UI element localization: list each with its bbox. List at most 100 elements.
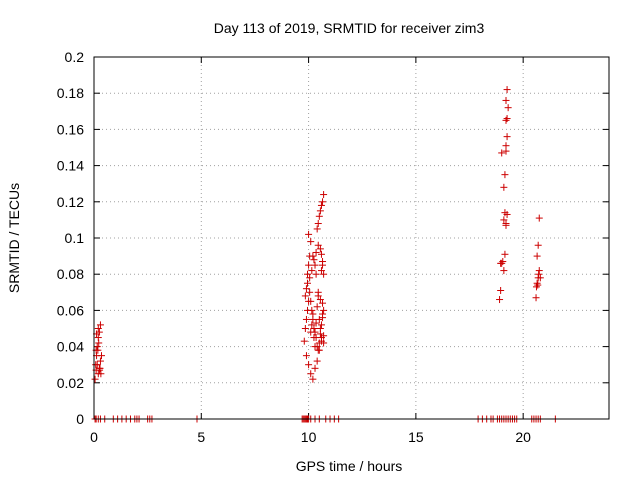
data-point-plus-marker	[316, 330, 324, 338]
data-point-plus-marker	[317, 250, 325, 258]
axis-ticks: 0 0.02 0.04 0.06 0.08 0.1 0.12 0.14 0.16 0.18 0.2 0…	[57, 49, 609, 445]
data-point-plus-marker	[315, 315, 323, 323]
data-point-plus-marker	[312, 248, 320, 256]
data-point-plus-marker	[313, 343, 321, 351]
data-point-plus-marker	[93, 343, 101, 351]
data-point-plus-marker	[534, 281, 542, 289]
data-point-plus-marker	[310, 256, 318, 264]
y-tick-label: 0.18	[57, 85, 84, 101]
data-point-plus-marker	[302, 352, 310, 360]
data-point-plus-marker	[305, 230, 313, 238]
data-point-plus-marker	[316, 245, 324, 253]
y-tick-label: 0.08	[57, 266, 84, 282]
data-point-plus-marker	[96, 366, 104, 374]
data-point-plus-marker	[309, 252, 317, 260]
data-point-plus-marker	[301, 325, 309, 332]
data-point-plus-marker	[497, 259, 505, 267]
x-tick-label: 10	[301, 429, 317, 445]
data-point-plus-marker	[319, 198, 327, 206]
data-point-plus-marker	[311, 261, 319, 269]
data-point-plus-marker	[316, 296, 324, 304]
data-point-plus-marker	[317, 201, 325, 209]
data-point-plus-marker	[504, 104, 512, 112]
data-point-plus-marker	[502, 220, 510, 228]
x-tick-label: 15	[408, 429, 424, 445]
data-point-plus-marker	[97, 370, 105, 378]
data-point-plus-marker	[304, 270, 312, 278]
data-point-plus-marker	[314, 288, 322, 296]
y-tick-label: 0.2	[65, 49, 85, 65]
data-point-plus-marker	[312, 319, 320, 327]
data-point-plus-marker	[304, 279, 312, 287]
data-point-plus-marker	[319, 299, 327, 307]
x-tick-label: 0	[90, 429, 98, 445]
y-tick-label: 0.14	[57, 158, 84, 174]
data-point-plus-marker	[312, 334, 320, 342]
data-point-plus-marker	[503, 133, 511, 141]
data-point-plus-marker	[315, 346, 323, 354]
data-point-plus-marker	[313, 357, 321, 365]
data-point-plus-marker	[312, 270, 320, 278]
data-points	[91, 86, 559, 423]
data-point-plus-marker	[94, 346, 102, 354]
data-point-plus-marker	[307, 297, 315, 305]
data-point-plus-marker	[314, 220, 322, 228]
data-point-plus-marker	[503, 115, 511, 123]
data-point-plus-marker	[500, 183, 508, 191]
data-point-plus-marker	[92, 361, 100, 369]
data-point-plus-marker	[497, 286, 505, 294]
data-point-plus-marker	[534, 241, 542, 249]
data-point-plus-marker	[302, 315, 310, 323]
data-point-plus-marker	[320, 332, 328, 340]
data-point-plus-marker	[314, 241, 322, 249]
y-tick-label: 0.06	[57, 302, 84, 318]
data-point-plus-marker	[498, 149, 506, 157]
data-point-plus-marker	[95, 339, 103, 347]
data-point-plus-marker	[301, 292, 309, 300]
plot-border	[93, 56, 610, 420]
data-point-plus-marker	[305, 261, 313, 269]
x-tick-label: 20	[515, 429, 531, 445]
data-point-plus-marker	[317, 267, 325, 275]
data-point-plus-marker	[307, 370, 315, 378]
grid-lines	[94, 57, 609, 419]
data-point-plus-marker	[532, 283, 540, 291]
data-point-plus-marker	[319, 314, 327, 322]
y-tick-label: 0.02	[57, 375, 84, 391]
data-point-plus-marker	[307, 238, 315, 246]
data-point-plus-marker	[500, 216, 508, 224]
data-point-plus-marker	[502, 96, 510, 104]
data-point-plus-marker	[500, 267, 508, 275]
data-point-plus-marker	[305, 361, 313, 369]
data-point-plus-marker	[94, 325, 102, 332]
data-point-plus-marker	[96, 357, 104, 365]
data-point-plus-marker	[309, 375, 317, 383]
data-point-plus-marker	[317, 321, 325, 329]
data-point-plus-marker	[320, 306, 328, 314]
data-point-plus-marker	[306, 274, 314, 282]
data-point-plus-marker	[306, 288, 314, 296]
x-axis-label: GPS time / hours	[296, 458, 403, 474]
y-tick-label: 0.04	[57, 339, 84, 355]
data-point-plus-marker	[300, 337, 308, 345]
data-point-plus-marker	[311, 328, 319, 336]
data-point-plus-marker	[536, 274, 544, 282]
data-point-plus-marker	[316, 207, 324, 215]
data-point-plus-marker	[535, 214, 543, 222]
data-point-plus-marker	[501, 209, 509, 217]
y-axis-label: SRMTID / TECUs	[6, 183, 22, 293]
data-point-plus-marker	[535, 270, 543, 278]
data-point-plus-marker	[502, 116, 510, 124]
y-tick-label: 0	[76, 411, 84, 427]
x-tick-label: 5	[197, 429, 205, 445]
data-point-plus-marker	[96, 321, 104, 329]
data-point-plus-marker	[308, 306, 316, 314]
data-point-plus-marker	[310, 325, 318, 332]
data-point-plus-marker	[533, 279, 541, 287]
data-point-plus-marker	[320, 191, 328, 199]
data-point-plus-marker	[311, 364, 319, 372]
data-point-plus-marker	[308, 267, 316, 275]
y-tick-label: 0.1	[65, 230, 85, 246]
data-point-plus-marker	[309, 315, 317, 323]
